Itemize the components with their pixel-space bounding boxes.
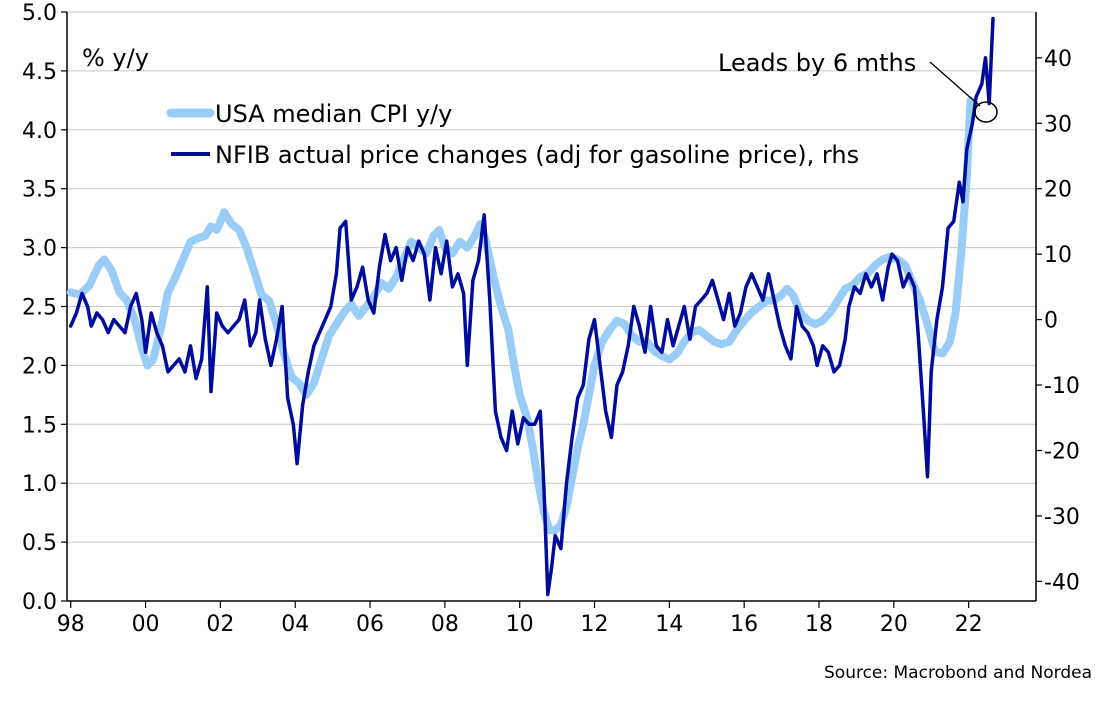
source-note: Source: Macrobond and Nordea <box>824 663 1092 683</box>
right-tick-label: 30 <box>1044 112 1072 137</box>
x-tick-label: 12 <box>581 612 609 637</box>
annotation-circle <box>974 101 998 123</box>
series-line-nfib <box>68 16 995 597</box>
x-tick-label: 14 <box>655 612 683 637</box>
legend: USA median CPI y/y NFIB actual price cha… <box>166 100 859 169</box>
annotation-text: Leads by 6 mths <box>718 49 916 77</box>
left-tick-label: 0.0 <box>22 590 57 615</box>
left-tick-label: 2.5 <box>22 296 57 321</box>
x-tick-label: 00 <box>132 612 160 637</box>
right-tick-label: -40 <box>1044 570 1080 595</box>
unit-label: % y/y <box>82 44 149 72</box>
series-layer <box>66 16 995 597</box>
x-tick-label: 02 <box>206 612 234 637</box>
x-axis: 98 00 02 04 06 08 10 12 14 16 18 20 22 <box>57 601 983 637</box>
right-tick-label: -10 <box>1044 374 1080 399</box>
x-tick-label: 06 <box>356 612 384 637</box>
lead-annotation: Leads by 6 mths <box>718 49 998 123</box>
right-axis: -40 -30 -20 -10 0 10 20 30 40 <box>1036 47 1080 595</box>
right-tick-label: -30 <box>1044 505 1080 530</box>
x-tick-label: 22 <box>955 612 983 637</box>
left-tick-label: 5.0 <box>22 1 57 26</box>
x-tick-label: 20 <box>880 612 908 637</box>
x-tick-label: 16 <box>730 612 758 637</box>
annotation-pointer <box>929 61 981 107</box>
x-tick-label: 08 <box>431 612 459 637</box>
right-tick-label: 0 <box>1044 309 1058 334</box>
right-tick-label: 10 <box>1044 243 1072 268</box>
left-axis: 0.0 0.5 1.0 1.5 2.0 2.5 3.0 3.5 4.0 4.5 5.0 <box>22 1 67 615</box>
left-tick-label: 4.0 <box>22 119 57 144</box>
legend-label-nfib: NFIB actual price changes (adj for gasol… <box>215 141 859 169</box>
right-tick-label: 40 <box>1044 47 1072 72</box>
x-tick-label: 10 <box>506 612 534 637</box>
left-tick-label: 0.5 <box>22 531 57 556</box>
gridlines <box>67 11 1036 543</box>
series-line-cpi <box>66 96 975 535</box>
legend-label-cpi: USA median CPI y/y <box>215 100 452 128</box>
left-tick-label: 4.5 <box>22 60 57 85</box>
right-tick-label: -20 <box>1044 439 1080 464</box>
left-tick-label: 3.5 <box>22 178 57 203</box>
right-tick-label: 20 <box>1044 178 1072 203</box>
left-tick-label: 3.0 <box>22 237 57 262</box>
x-tick-label: 98 <box>57 612 85 637</box>
left-tick-label: 2.0 <box>22 354 57 379</box>
left-tick-label: 1.0 <box>22 472 57 497</box>
x-tick-label: 18 <box>805 612 833 637</box>
x-tick-label: 04 <box>281 612 309 637</box>
left-tick-label: 1.5 <box>22 413 57 438</box>
